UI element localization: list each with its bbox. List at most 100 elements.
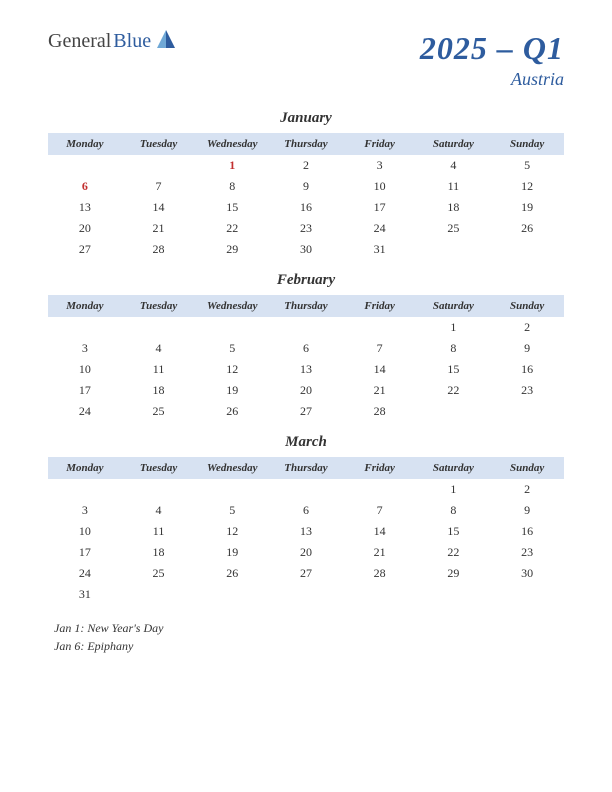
calendar-cell: 7 [122, 176, 196, 197]
calendar-cell: 14 [343, 359, 417, 380]
weekday-header: Tuesday [122, 133, 196, 155]
calendar-cell [343, 317, 417, 338]
month-block: JanuaryMondayTuesdayWednesdayThursdayFri… [48, 110, 564, 260]
calendar-cell: 18 [122, 542, 196, 563]
calendar-cell [122, 584, 196, 605]
calendar-cell: 26 [195, 401, 269, 422]
calendar-cell: 21 [343, 542, 417, 563]
calendar-cell: 29 [195, 239, 269, 260]
calendar-cell: 22 [417, 542, 491, 563]
calendar-cell: 27 [269, 401, 343, 422]
calendar-cell: 24 [343, 218, 417, 239]
weekday-header: Thursday [269, 295, 343, 317]
calendar-table: MondayTuesdayWednesdayThursdayFridaySatu… [48, 133, 564, 260]
calendar-cell: 31 [343, 239, 417, 260]
calendar-cell: 30 [269, 239, 343, 260]
weekday-header: Friday [343, 295, 417, 317]
calendar-row: 12 [48, 317, 564, 338]
logo-text-general: General [48, 30, 111, 53]
calendar-cell: 31 [48, 584, 122, 605]
calendar-row: 20212223242526 [48, 218, 564, 239]
calendar-cell: 21 [343, 380, 417, 401]
calendar-cell [48, 155, 122, 176]
calendar-cell: 16 [490, 359, 564, 380]
calendar-row: 2728293031 [48, 239, 564, 260]
calendar-cell: 5 [195, 338, 269, 359]
weekday-header: Thursday [269, 133, 343, 155]
calendar-row: 12345 [48, 155, 564, 176]
calendar-cell: 17 [48, 542, 122, 563]
weekday-header: Tuesday [122, 295, 196, 317]
calendar-cell: 11 [122, 521, 196, 542]
calendar-cell: 24 [48, 563, 122, 584]
weekday-header: Monday [48, 457, 122, 479]
calendar-cell: 25 [417, 218, 491, 239]
calendar-cell: 21 [122, 218, 196, 239]
calendar-cell [417, 584, 491, 605]
calendar-cell: 6 [48, 176, 122, 197]
calendar-cell [122, 479, 196, 500]
calendar-cell: 28 [343, 563, 417, 584]
logo-text-blue: Blue [113, 30, 151, 53]
calendar-cell [195, 584, 269, 605]
holiday-line: Jan 1: New Year's Day [54, 619, 564, 637]
calendar-cell: 9 [269, 176, 343, 197]
calendar-cell: 28 [122, 239, 196, 260]
calendar-cell: 19 [490, 197, 564, 218]
calendar-cell: 26 [490, 218, 564, 239]
calendar-cell: 5 [195, 500, 269, 521]
weekday-header: Saturday [417, 133, 491, 155]
calendar-cell: 1 [417, 479, 491, 500]
calendar-cell: 8 [417, 500, 491, 521]
month-block: MarchMondayTuesdayWednesdayThursdayFrida… [48, 434, 564, 605]
calendar-cell: 18 [122, 380, 196, 401]
calendar-cell [490, 239, 564, 260]
calendar-cell: 5 [490, 155, 564, 176]
calendar-row: 12 [48, 479, 564, 500]
calendar-cell: 2 [490, 317, 564, 338]
calendar-row: 13141516171819 [48, 197, 564, 218]
calendar-cell: 24 [48, 401, 122, 422]
calendar-cell [417, 401, 491, 422]
calendar-cell: 17 [343, 197, 417, 218]
calendar-cell: 13 [269, 521, 343, 542]
weekday-header: Tuesday [122, 457, 196, 479]
calendar-cell: 16 [490, 521, 564, 542]
calendar-cell [490, 401, 564, 422]
calendar-cell: 14 [343, 521, 417, 542]
calendar-row: 6789101112 [48, 176, 564, 197]
calendar-cell: 22 [195, 218, 269, 239]
calendar-cell: 17 [48, 380, 122, 401]
calendar-cell: 14 [122, 197, 196, 218]
calendar-cell: 29 [417, 563, 491, 584]
calendar-cell: 27 [48, 239, 122, 260]
calendar-cell: 10 [48, 521, 122, 542]
calendar-cell [195, 317, 269, 338]
weekday-header: Saturday [417, 295, 491, 317]
month-name: March [48, 434, 564, 451]
calendar-cell: 7 [343, 338, 417, 359]
calendar-cell: 20 [48, 218, 122, 239]
calendar-cell: 10 [343, 176, 417, 197]
weekday-header: Wednesday [195, 457, 269, 479]
logo: GeneralBlue [48, 30, 175, 53]
calendar-row: 31 [48, 584, 564, 605]
calendar-cell: 9 [490, 500, 564, 521]
calendar-row: 17181920212223 [48, 542, 564, 563]
calendar-cell: 1 [195, 155, 269, 176]
calendar-cell [122, 317, 196, 338]
calendar-cell: 6 [269, 500, 343, 521]
calendar-table: MondayTuesdayWednesdayThursdayFridaySatu… [48, 295, 564, 422]
calendar-cell: 20 [269, 542, 343, 563]
calendar-cell [490, 584, 564, 605]
calendar-row: 2425262728 [48, 401, 564, 422]
calendar-cell: 28 [343, 401, 417, 422]
calendar-cell: 27 [269, 563, 343, 584]
calendar-cell: 4 [122, 500, 196, 521]
holiday-line: Jan 6: Epiphany [54, 637, 564, 655]
quarter-title: 2025 – Q1 [420, 30, 564, 67]
calendar-cell: 30 [490, 563, 564, 584]
calendar-cell: 8 [417, 338, 491, 359]
weekday-header: Wednesday [195, 295, 269, 317]
calendar-cell: 18 [417, 197, 491, 218]
